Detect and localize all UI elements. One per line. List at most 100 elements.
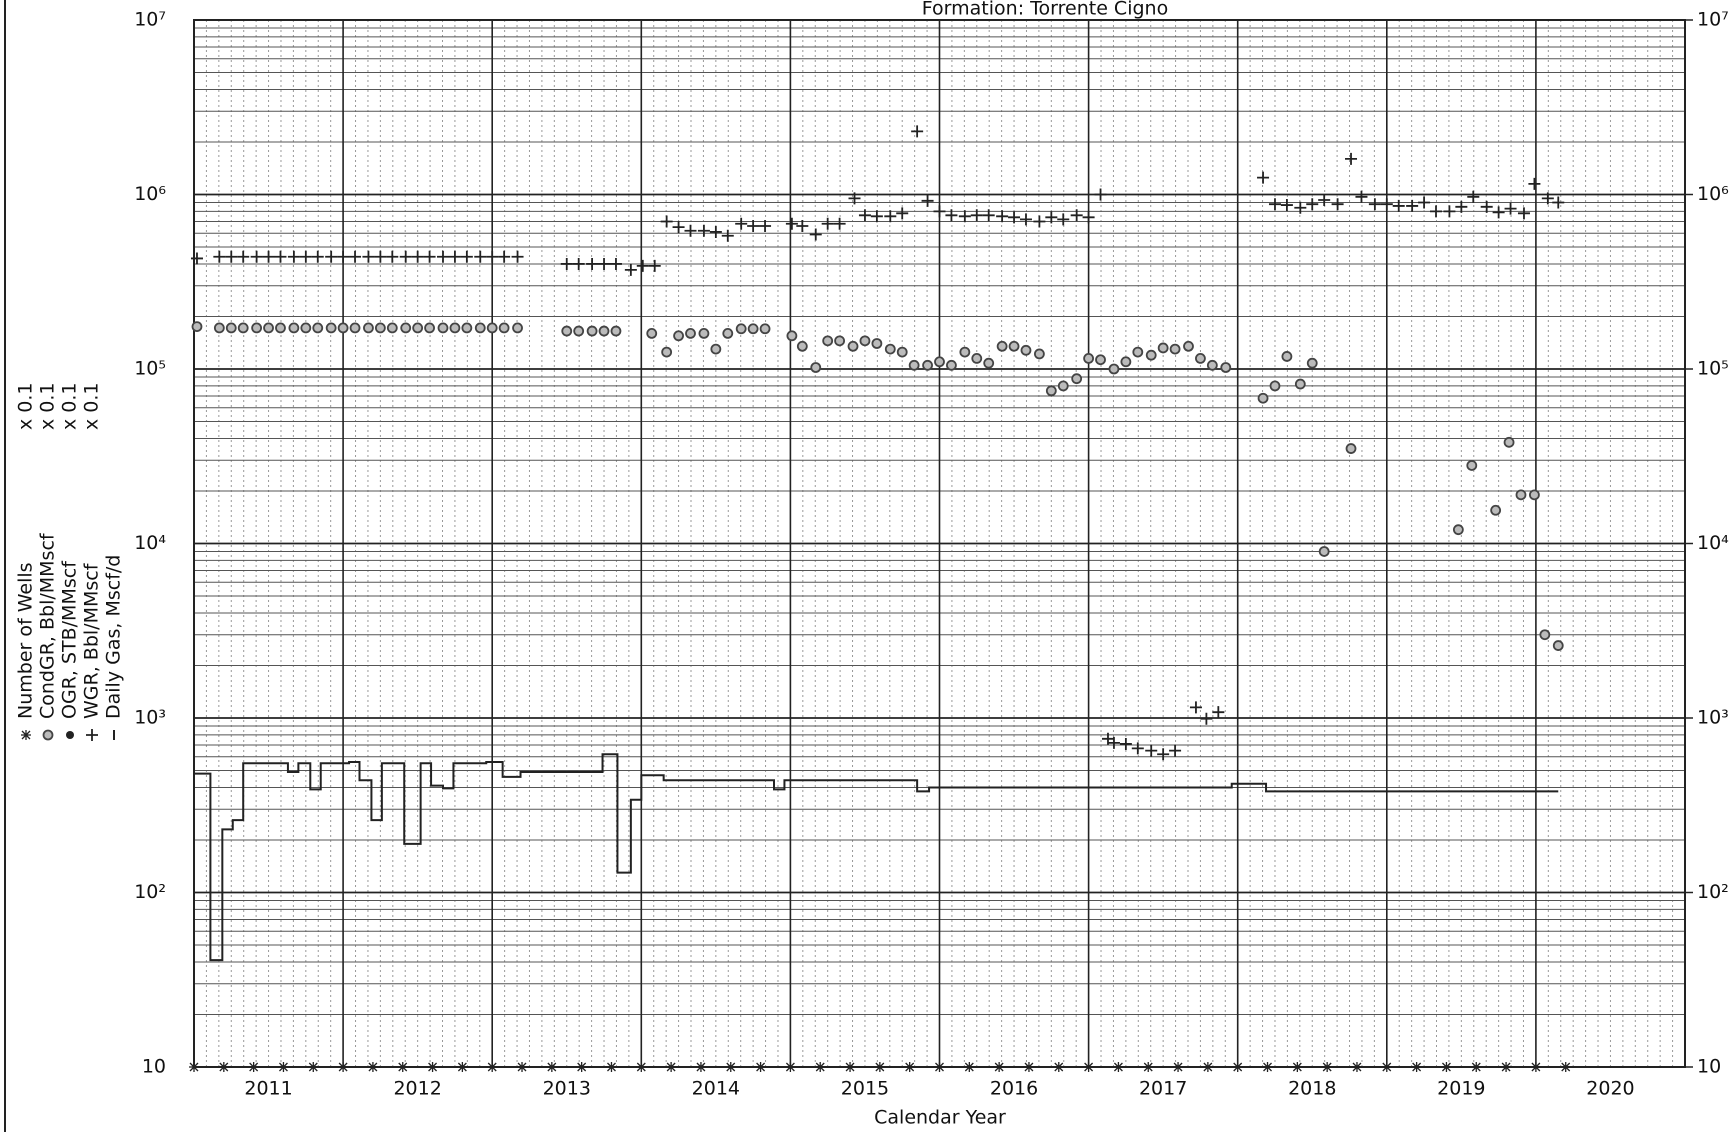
data-point: [1306, 198, 1319, 211]
data-point: [1220, 362, 1232, 373]
y2-tick-label: 10⁶: [1697, 183, 1729, 205]
data-point: [487, 1062, 498, 1072]
data-point: [735, 323, 747, 335]
data-point: [1560, 1062, 1571, 1072]
data-point: [427, 1062, 438, 1072]
data-point: [225, 250, 238, 263]
data-point: [684, 224, 697, 237]
data-point: [1501, 1062, 1512, 1072]
data-point: [457, 1062, 468, 1072]
data-point: [337, 250, 350, 263]
data-point: [896, 207, 909, 220]
data-point: [847, 340, 859, 352]
data-point: [859, 335, 871, 347]
data-point: [934, 1062, 945, 1072]
data-point: [1169, 744, 1182, 757]
data-point: [959, 346, 971, 358]
data-point: [810, 362, 822, 373]
data-point: [1351, 1062, 1362, 1072]
data-point: [710, 343, 722, 355]
x-tick-label: 2013: [543, 1078, 591, 1100]
data-point: [325, 322, 337, 334]
data-point: [461, 322, 473, 334]
data-point: [786, 330, 798, 342]
data-point: [1083, 1062, 1094, 1072]
data-point: [845, 1062, 856, 1072]
data-point: [896, 346, 908, 358]
data-point: [996, 340, 1008, 352]
data-point: [1490, 504, 1502, 516]
data-point: [1381, 1062, 1392, 1072]
data-point: [1173, 1062, 1184, 1072]
y2-tick-label: 10⁵: [1697, 358, 1729, 380]
data-point: [735, 217, 748, 230]
data-point: [561, 325, 573, 337]
data-point: [1406, 199, 1419, 212]
data-point: [423, 250, 436, 263]
data-point: [1057, 213, 1070, 226]
legend-label: Daily Gas, Mscf/d: [103, 555, 125, 719]
data-point: [400, 322, 412, 334]
data-point: [755, 1062, 766, 1072]
data-point: [785, 217, 798, 230]
y-tick-label: 10⁵: [134, 358, 166, 380]
data-point: [1119, 737, 1132, 750]
data-point: [1466, 460, 1478, 471]
data-point: [1082, 211, 1095, 224]
y-tick-label: 10⁴: [134, 532, 166, 554]
data-point: [747, 323, 759, 335]
data-point: [288, 322, 300, 334]
y2-tick-label: 10⁴: [1697, 532, 1729, 554]
data-point: [1294, 378, 1306, 390]
data-point: [1094, 188, 1107, 201]
x-tick-label: 2015: [841, 1078, 889, 1100]
data-point: [1008, 211, 1021, 224]
data-point: [661, 346, 673, 358]
data-point: [1019, 213, 1032, 226]
data-point: [646, 327, 658, 339]
legend-scale: x 0.1: [81, 383, 103, 431]
y2-tick-label: 10²: [1697, 881, 1729, 903]
x-tick-label: 2014: [692, 1078, 740, 1100]
data-point: [374, 250, 387, 263]
data-point: [386, 322, 398, 334]
y-tick-label: 10: [142, 1056, 166, 1078]
data-point: [1392, 199, 1405, 212]
data-point: [1530, 1062, 1541, 1072]
data-point: [609, 257, 622, 270]
data-point: [300, 322, 312, 334]
y2-tick-label: 10³: [1697, 707, 1729, 729]
data-point: [1541, 192, 1554, 205]
data-point: [1257, 392, 1269, 404]
data-point: [709, 225, 722, 238]
data-point: [1157, 748, 1170, 761]
data-point: [870, 210, 883, 223]
data-point: [672, 221, 685, 234]
data-point: [721, 229, 734, 242]
data-point: [1503, 436, 1515, 448]
data-point: [946, 359, 957, 371]
data-point: [367, 1062, 378, 1072]
data-point: [511, 250, 524, 263]
data-point: [397, 1062, 408, 1072]
data-point: [934, 356, 945, 368]
data-point: [225, 322, 237, 334]
data-point: [312, 322, 324, 334]
data-point: [685, 327, 696, 339]
data-point: [1033, 348, 1045, 360]
data-point: [874, 1062, 885, 1072]
data-point: [262, 250, 275, 263]
data-point: [189, 1062, 199, 1072]
data-point: [517, 1062, 528, 1072]
data-point: [191, 321, 203, 332]
data-point: [1008, 340, 1020, 352]
data-point: [673, 330, 684, 342]
data-point: [598, 257, 611, 270]
data-point: [606, 1062, 617, 1072]
data-point: [287, 250, 300, 263]
data-point: [598, 325, 610, 337]
data-point: [1552, 640, 1564, 651]
data-point: [1120, 356, 1132, 368]
x-tick-label: 2020: [1586, 1078, 1634, 1100]
data-point: [958, 210, 971, 223]
